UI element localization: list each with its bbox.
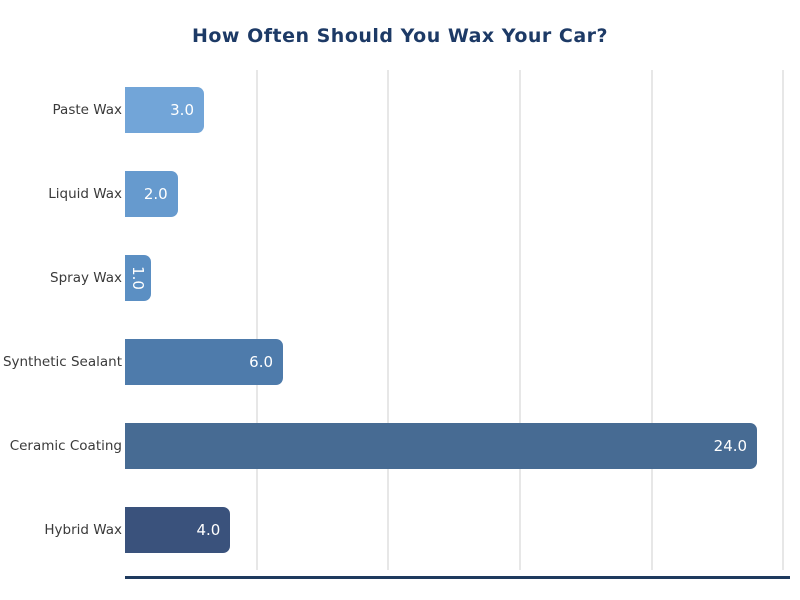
gridline bbox=[255, 70, 258, 570]
gridline bbox=[519, 70, 522, 570]
bar-value-label: 6.0 bbox=[249, 353, 274, 371]
bar-paste-wax: 3.0 bbox=[125, 87, 204, 133]
bar-hybrid-wax: 4.0 bbox=[125, 507, 231, 553]
bar-ceramic-coating: 24.0 bbox=[125, 423, 758, 469]
bar-liquid-wax: 2.0 bbox=[125, 171, 178, 217]
x-axis-line bbox=[125, 576, 790, 579]
category-label-synthetic-sealant: Synthetic Sealant bbox=[2, 354, 122, 370]
bar-synthetic-sealant: 6.0 bbox=[125, 339, 284, 385]
gridline bbox=[650, 70, 653, 570]
gridline bbox=[387, 70, 390, 570]
gridline bbox=[782, 70, 785, 570]
bar-spray-wax: 1.0 bbox=[125, 255, 152, 301]
category-label-paste-wax: Paste Wax bbox=[52, 102, 122, 118]
category-label-spray-wax: Spray Wax bbox=[50, 270, 122, 286]
bar-value-label: 2.0 bbox=[143, 185, 168, 203]
plot-area: Paste Wax 3.0 Liquid Wax 2.0 Spray Wax 1.0 Syn… bbox=[3, 68, 790, 572]
bar-value-label: 4.0 bbox=[196, 521, 221, 539]
bar-value-label: 24.0 bbox=[713, 437, 748, 455]
chart-title: How Often Should You Wax Your Car? bbox=[191, 25, 609, 47]
bar-value-label: 1.0 bbox=[129, 266, 148, 290]
category-label-liquid-wax: Liquid Wax bbox=[48, 186, 122, 202]
category-label-hybrid-wax: Hybrid Wax bbox=[44, 522, 122, 538]
category-label-ceramic-coating: Ceramic Coating bbox=[9, 438, 122, 454]
bar-value-label: 3.0 bbox=[170, 101, 194, 119]
